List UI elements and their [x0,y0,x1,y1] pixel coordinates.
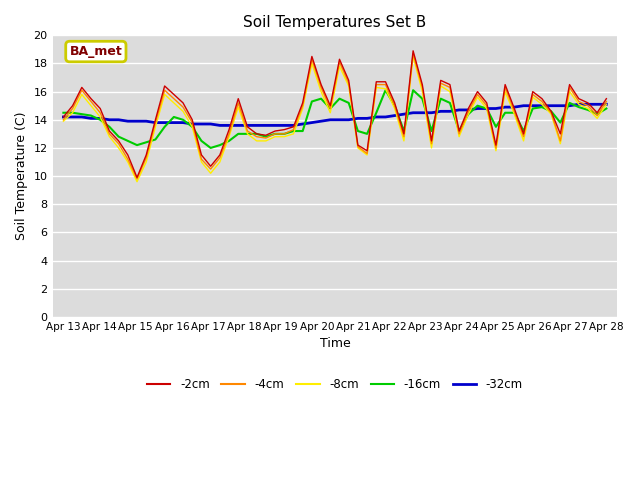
-8cm [133,179,141,185]
-4cm [253,134,260,140]
-16cm [207,145,214,151]
-2cm [225,127,233,132]
Line: -32cm: -32cm [63,104,606,125]
Line: -8cm: -8cm [63,57,606,182]
Y-axis label: Soil Temperature (C): Soil Temperature (C) [15,112,28,240]
-32cm [253,122,260,128]
-16cm [381,87,389,93]
-32cm [216,122,224,128]
Line: -4cm: -4cm [63,54,606,179]
-16cm [602,106,610,111]
-2cm [133,175,141,180]
-8cm [602,101,610,107]
-2cm [419,82,426,87]
-16cm [419,96,426,102]
-4cm [602,98,610,104]
-2cm [602,96,610,102]
-2cm [409,48,417,54]
-16cm [253,131,260,137]
-32cm [152,120,159,125]
-16cm [244,131,252,137]
-8cm [409,54,417,60]
-4cm [161,87,168,93]
-2cm [60,114,67,120]
-8cm [244,131,252,137]
Text: BA_met: BA_met [70,45,122,58]
-8cm [207,170,214,176]
-32cm [575,101,582,107]
-8cm [161,92,168,97]
-32cm [602,101,610,107]
-4cm [60,117,67,123]
X-axis label: Time: Time [319,337,350,350]
-16cm [152,137,159,143]
-32cm [244,122,252,128]
Legend: -2cm, -4cm, -8cm, -16cm, -32cm: -2cm, -4cm, -8cm, -16cm, -32cm [142,373,527,396]
-8cm [419,89,426,95]
-2cm [253,131,260,137]
-8cm [253,138,260,144]
-32cm [60,114,67,120]
-16cm [198,138,205,144]
-8cm [60,118,67,124]
-4cm [409,51,417,57]
-8cm [225,134,233,140]
Line: -2cm: -2cm [63,51,606,178]
-32cm [225,122,233,128]
Title: Soil Temperatures Set B: Soil Temperatures Set B [243,15,426,30]
-16cm [60,110,67,116]
-2cm [244,124,252,130]
-32cm [198,121,205,127]
-32cm [409,110,417,116]
-4cm [419,84,426,90]
-4cm [225,131,233,137]
Line: -16cm: -16cm [63,90,606,148]
-2cm [161,83,168,89]
-2cm [207,163,214,169]
-16cm [225,138,233,144]
-4cm [133,176,141,182]
-4cm [244,128,252,134]
-4cm [207,166,214,172]
